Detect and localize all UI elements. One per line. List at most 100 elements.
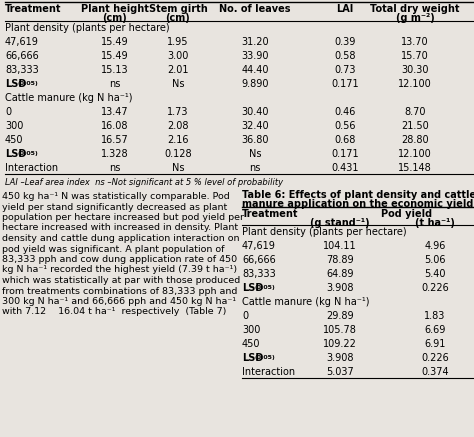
Text: 1.83: 1.83 (424, 311, 446, 321)
Text: 0: 0 (5, 107, 11, 117)
Text: (0.05): (0.05) (255, 354, 276, 360)
Text: Cattle manure (kg N ha⁻¹): Cattle manure (kg N ha⁻¹) (242, 297, 370, 307)
Text: 66,666: 66,666 (5, 51, 39, 61)
Text: 0.374: 0.374 (421, 367, 449, 377)
Text: 15.70: 15.70 (401, 51, 429, 61)
Text: Ns: Ns (172, 163, 184, 173)
Text: 0.226: 0.226 (421, 353, 449, 363)
Text: 78.89: 78.89 (326, 255, 354, 265)
Text: 30.40: 30.40 (241, 107, 269, 117)
Text: kg N ha⁻¹ recorded the highest yield (7.39 t ha⁻¹): kg N ha⁻¹ recorded the highest yield (7.… (2, 266, 237, 274)
Text: (0.05): (0.05) (255, 284, 276, 289)
Text: 16.08: 16.08 (101, 121, 129, 131)
Text: 66,666: 66,666 (242, 255, 276, 265)
Text: 2.16: 2.16 (167, 135, 189, 145)
Text: 0.128: 0.128 (164, 149, 192, 159)
Text: yield per stand significantly decreased as plant: yield per stand significantly decreased … (2, 202, 227, 212)
Text: Table 6: Effects of plant density and cattle: Table 6: Effects of plant density and ca… (242, 190, 474, 200)
Text: hectare increased with increased in density. Plant: hectare increased with increased in dens… (2, 223, 238, 232)
Text: Treatment: Treatment (242, 209, 299, 219)
Text: 1.328: 1.328 (101, 149, 129, 159)
Text: (0.05): (0.05) (18, 150, 39, 156)
Text: 3.00: 3.00 (167, 51, 189, 61)
Text: Plant density (plants per hectare): Plant density (plants per hectare) (5, 23, 170, 33)
Text: 83,333: 83,333 (242, 269, 276, 279)
Text: 0.46: 0.46 (334, 107, 356, 117)
Text: which was statistically at par with those produced: which was statistically at par with thos… (2, 276, 240, 285)
Text: with 7.12    16.04 t ha⁻¹  respectively  (Table 7): with 7.12 16.04 t ha⁻¹ respectively (Tab… (2, 308, 227, 316)
Text: 12.100: 12.100 (398, 149, 432, 159)
Text: No. of leaves: No. of leaves (219, 4, 291, 14)
Text: 3.908: 3.908 (326, 283, 354, 293)
Text: (g stand⁻¹): (g stand⁻¹) (310, 218, 370, 228)
Text: Interaction: Interaction (5, 163, 58, 173)
Text: Ns: Ns (249, 149, 261, 159)
Text: 30.30: 30.30 (401, 65, 429, 75)
Text: (cm): (cm) (165, 13, 191, 23)
Text: 13.70: 13.70 (401, 37, 429, 47)
Text: LSD: LSD (5, 149, 27, 159)
Text: LSD: LSD (5, 79, 27, 89)
Text: 300 kg N ha⁻¹ and 66,666 pph and 450 kg N ha⁻¹: 300 kg N ha⁻¹ and 66,666 pph and 450 kg … (2, 297, 236, 306)
Text: 83,333 pph and cow dung application rate of 450: 83,333 pph and cow dung application rate… (2, 255, 237, 264)
Text: (t ha⁻¹): (t ha⁻¹) (415, 218, 455, 228)
Text: manure application on the economic yield: manure application on the economic yield (242, 199, 474, 209)
Text: (0.05): (0.05) (18, 80, 39, 86)
Text: 15.148: 15.148 (398, 163, 432, 173)
Text: 5.06: 5.06 (424, 255, 446, 265)
Text: 9.890: 9.890 (241, 79, 269, 89)
Text: 13.47: 13.47 (101, 107, 129, 117)
Text: Cattle manure (kg N ha⁻¹): Cattle manure (kg N ha⁻¹) (5, 93, 133, 103)
Text: (cm): (cm) (103, 13, 128, 23)
Text: Treatment: Treatment (5, 4, 62, 14)
Text: 6.91: 6.91 (424, 339, 446, 349)
Text: 0.56: 0.56 (334, 121, 356, 131)
Text: 300: 300 (242, 325, 260, 335)
Text: 15.13: 15.13 (101, 65, 129, 75)
Text: 6.69: 6.69 (424, 325, 446, 335)
Text: 47,619: 47,619 (5, 37, 39, 47)
Text: 8.70: 8.70 (404, 107, 426, 117)
Text: 450: 450 (242, 339, 261, 349)
Text: 0.68: 0.68 (334, 135, 356, 145)
Text: density and cattle dung application interaction on: density and cattle dung application inte… (2, 234, 239, 243)
Text: pod yield was significant. A plant population of: pod yield was significant. A plant popul… (2, 244, 225, 253)
Text: ns: ns (109, 163, 121, 173)
Text: LSD: LSD (242, 283, 264, 293)
Text: 47,619: 47,619 (242, 241, 276, 251)
Text: 28.80: 28.80 (401, 135, 429, 145)
Text: 0.226: 0.226 (421, 283, 449, 293)
Text: 33.90: 33.90 (241, 51, 269, 61)
Text: 1.73: 1.73 (167, 107, 189, 117)
Text: 3.908: 3.908 (326, 353, 354, 363)
Text: Plant density (plants per hectare): Plant density (plants per hectare) (242, 227, 407, 237)
Text: LSD: LSD (242, 353, 264, 363)
Text: 21.50: 21.50 (401, 121, 429, 131)
Text: 5.037: 5.037 (326, 367, 354, 377)
Text: 5.40: 5.40 (424, 269, 446, 279)
Text: 15.49: 15.49 (101, 37, 129, 47)
Text: Total dry weight: Total dry weight (370, 4, 460, 14)
Text: Pod yield: Pod yield (382, 209, 433, 219)
Text: 4.96: 4.96 (424, 241, 446, 251)
Text: 450: 450 (5, 135, 24, 145)
Text: 0.39: 0.39 (334, 37, 356, 47)
Text: Ns: Ns (172, 79, 184, 89)
Text: 31.20: 31.20 (241, 37, 269, 47)
Text: 0.73: 0.73 (334, 65, 356, 75)
Text: 0.171: 0.171 (331, 149, 359, 159)
Text: 64.89: 64.89 (326, 269, 354, 279)
Text: 104.11: 104.11 (323, 241, 357, 251)
Text: 2.01: 2.01 (167, 65, 189, 75)
Text: 2.08: 2.08 (167, 121, 189, 131)
Text: 16.57: 16.57 (101, 135, 129, 145)
Text: population per hectare increased but pod yield per: population per hectare increased but pod… (2, 213, 244, 222)
Text: 36.80: 36.80 (241, 135, 269, 145)
Text: Stem girth: Stem girth (149, 4, 207, 14)
Text: 32.40: 32.40 (241, 121, 269, 131)
Text: 300: 300 (5, 121, 23, 131)
Text: 109.22: 109.22 (323, 339, 357, 349)
Text: Interaction: Interaction (242, 367, 295, 377)
Text: Plant height: Plant height (81, 4, 149, 14)
Text: 1.95: 1.95 (167, 37, 189, 47)
